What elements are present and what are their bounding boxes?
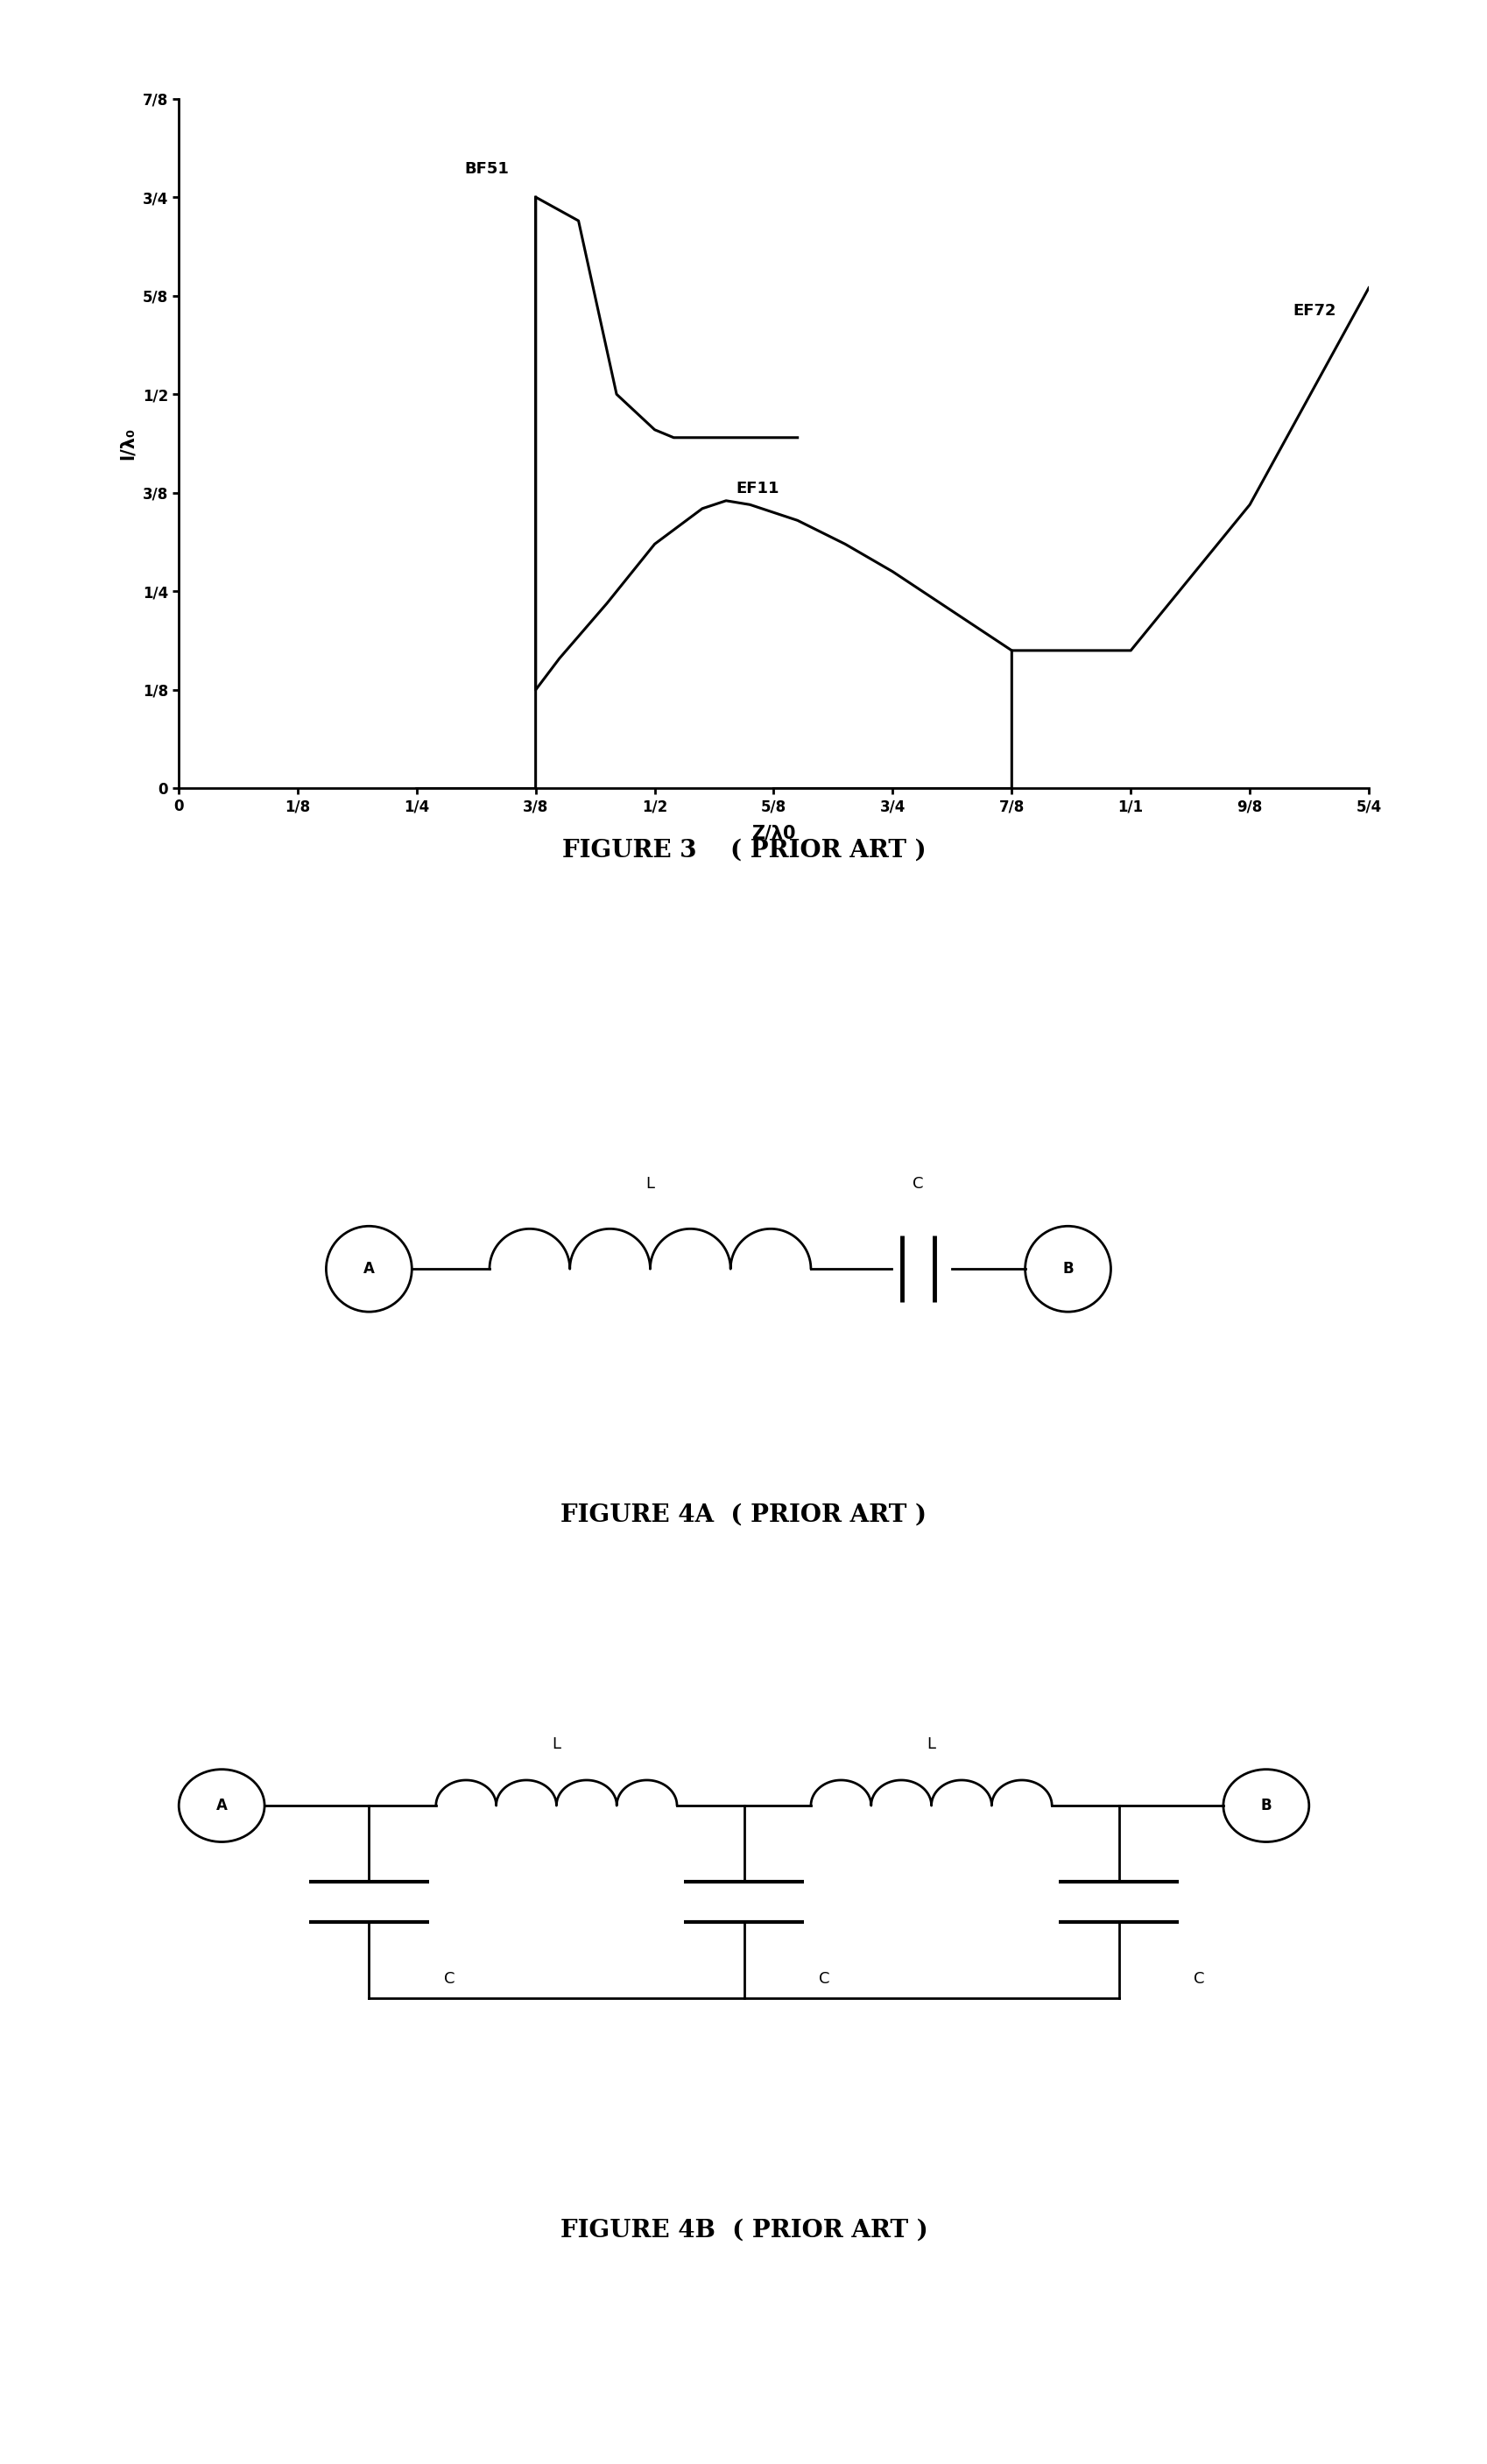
Text: BF51: BF51 <box>464 160 509 177</box>
Text: B: B <box>1259 1799 1271 1814</box>
Text: L: L <box>926 1737 935 1752</box>
X-axis label: Z/λ0: Z/λ0 <box>751 825 796 843</box>
Text: EF72: EF72 <box>1292 303 1335 318</box>
Text: FIGURE 4B  ( PRIOR ART ): FIGURE 4B ( PRIOR ART ) <box>559 2218 928 2242</box>
Text: C: C <box>912 1175 923 1190</box>
Text: A: A <box>216 1799 228 1814</box>
Text: FIGURE 3    ( PRIOR ART ): FIGURE 3 ( PRIOR ART ) <box>562 838 925 862</box>
Text: EF11: EF11 <box>735 480 779 495</box>
Text: L: L <box>552 1737 561 1752</box>
Text: C: C <box>1193 1971 1204 1986</box>
Text: B: B <box>1062 1262 1074 1276</box>
Y-axis label: l/λ₀: l/λ₀ <box>119 426 137 461</box>
Text: C: C <box>818 1971 830 1986</box>
Text: C: C <box>443 1971 455 1986</box>
Text: A: A <box>363 1262 375 1276</box>
Text: FIGURE 4A  ( PRIOR ART ): FIGURE 4A ( PRIOR ART ) <box>561 1503 926 1528</box>
Text: L: L <box>645 1175 654 1190</box>
